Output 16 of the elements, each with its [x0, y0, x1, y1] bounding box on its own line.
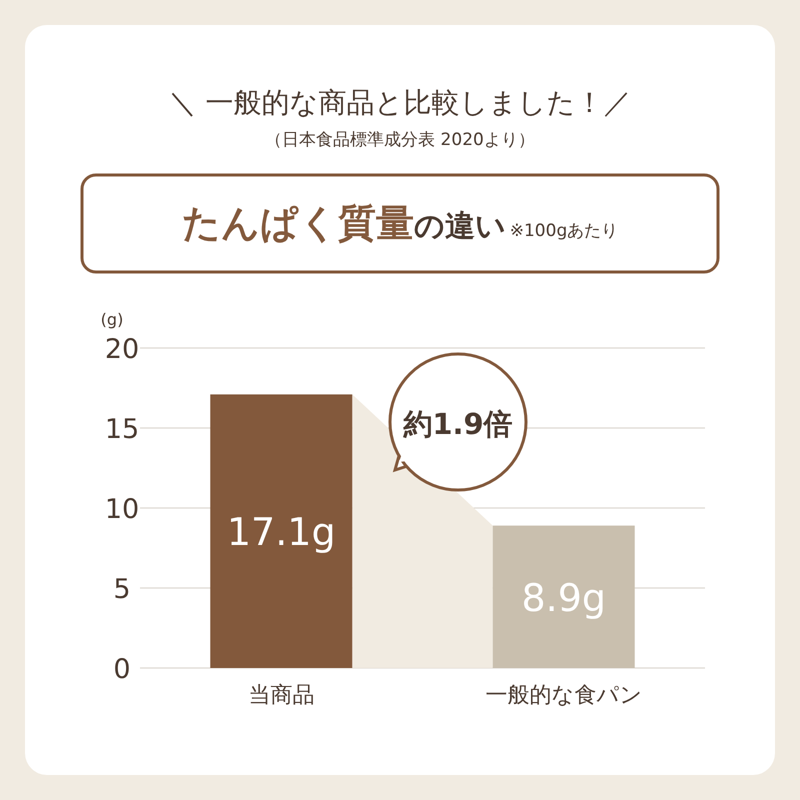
text: の違い: [414, 209, 506, 244]
annotation: 約1.9倍: [402, 407, 513, 441]
y-tick-label: 10: [104, 494, 140, 525]
y-axis-title: (g): [100, 310, 124, 329]
y-tick-label: 20: [104, 334, 140, 365]
x-tick-label: 一般的な食パン: [485, 683, 642, 708]
data-label: 17.1g: [226, 510, 336, 554]
y-tick-label: 15: [104, 414, 140, 445]
y-tick-label: 0: [113, 654, 131, 685]
x-tick-label: 当商品: [248, 683, 314, 708]
y-tick-label: 5: [113, 574, 131, 605]
text: たんぱく質量: [182, 201, 414, 245]
chart-subtitle: （日本食品標準成分表 2020より）: [265, 130, 535, 150]
text: ※100gあたり: [510, 221, 618, 241]
chart-title: ＼ 一般的な商品と比較しました！／: [168, 86, 632, 119]
data-label: 8.9g: [521, 576, 606, 620]
